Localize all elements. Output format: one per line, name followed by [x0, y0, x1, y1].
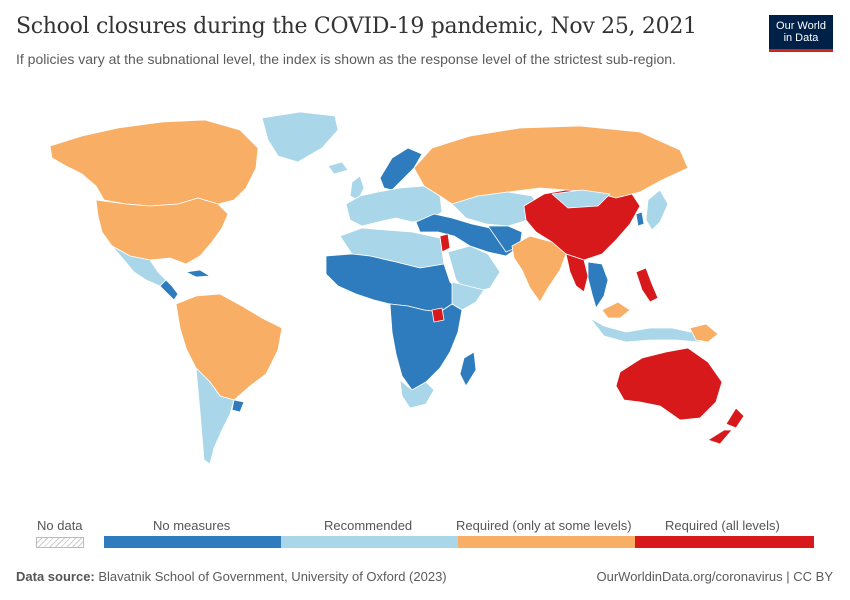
region-india[interactable] [511, 235, 567, 303]
region-caribbean[interactable] [185, 269, 211, 278]
owid-logo[interactable]: Our World in Data [769, 15, 833, 52]
source-text: Blavatnik School of Government, Universi… [98, 569, 447, 584]
region-south-africa[interactable] [399, 379, 435, 409]
region-south-america-north[interactable] [175, 293, 283, 401]
legend-swatch-no-data[interactable] [36, 537, 84, 548]
region-mongolia[interactable] [551, 189, 611, 209]
region-new-zealand[interactable] [707, 407, 745, 445]
data-source: Data source: Blavatnik School of Governm… [16, 569, 447, 584]
region-philippines[interactable] [635, 267, 659, 303]
region-malaysia[interactable] [601, 301, 631, 319]
region-iceland[interactable] [327, 161, 349, 175]
region-madagascar[interactable] [459, 351, 477, 387]
chart-title: School closures during the COVID-19 pand… [16, 14, 697, 39]
region-south-america-south[interactable] [195, 367, 235, 465]
legend-swatch-no-measures[interactable] [104, 536, 282, 548]
region-png[interactable] [689, 323, 719, 343]
region-russia[interactable] [413, 125, 689, 205]
region-greenland[interactable] [261, 111, 339, 163]
legend-label-required-some: Required (only at some levels) [456, 518, 632, 533]
region-japan[interactable] [645, 189, 669, 231]
region-myanmar[interactable] [565, 253, 589, 293]
region-central-america[interactable] [159, 279, 179, 301]
legend-swatch-recommended[interactable] [281, 536, 459, 548]
region-usa[interactable] [95, 197, 229, 265]
footer-link[interactable]: OurWorldinData.org/coronavirus | CC BY [596, 569, 833, 584]
region-indochina[interactable] [587, 261, 609, 309]
legend-swatch-required-all[interactable] [635, 536, 814, 548]
region-uruguay[interactable] [231, 399, 245, 413]
world-map [49, 111, 745, 465]
region-uk[interactable] [349, 175, 365, 201]
region-uganda[interactable] [431, 307, 445, 323]
legend-label-required-all: Required (all levels) [665, 518, 780, 533]
logo-line-2: in Data [783, 32, 819, 44]
region-africa-south[interactable] [389, 303, 463, 391]
legend-label-no-measures: No measures [153, 518, 231, 533]
legend-label-no-data: No data [37, 518, 83, 533]
source-label: Data source: [16, 569, 95, 584]
region-canada[interactable] [49, 119, 259, 207]
region-arabia[interactable] [447, 245, 501, 295]
logo-line-1: Our World [776, 20, 826, 32]
chart-subtitle: If policies vary at the subnational leve… [16, 51, 676, 67]
region-australia[interactable] [615, 347, 723, 421]
legend-swatch-required-some[interactable] [458, 536, 636, 548]
region-korea[interactable] [635, 211, 645, 227]
legend-label-recommended: Recommended [324, 518, 413, 533]
